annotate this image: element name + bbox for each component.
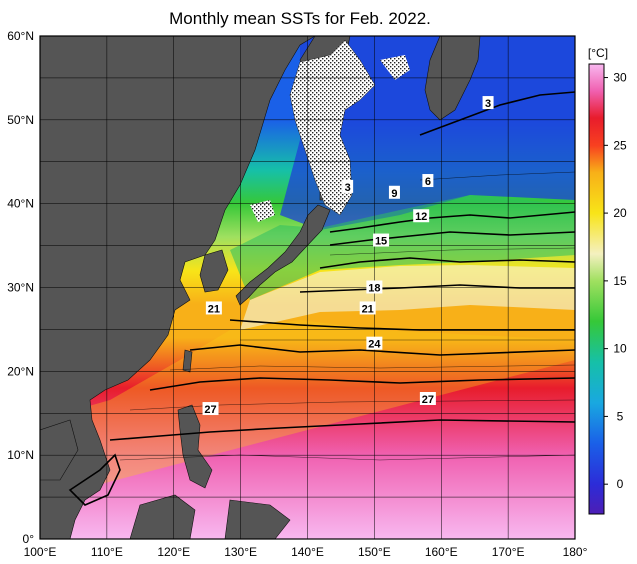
contour-labels: 3 3 6 9 12 15 18 21 21 24 27 27 <box>202 96 494 416</box>
contour-label-box <box>482 96 494 110</box>
contour-label-box <box>205 301 222 315</box>
contour-label-box <box>413 209 430 223</box>
contour-label: 27 <box>204 404 216 416</box>
contour-label-box <box>373 233 390 247</box>
contour-label-box <box>366 280 383 294</box>
longitude-tick-label: 150°E <box>358 545 391 559</box>
subtropical-front <box>240 265 575 330</box>
contour-label-box <box>202 402 219 416</box>
colorbar-tick-label: 20 <box>613 206 627 220</box>
contour-label-box <box>342 179 354 193</box>
contour-9 <box>329 231 575 246</box>
contour-label-box <box>419 391 436 405</box>
longitude-tick-label: 100°E <box>24 545 57 559</box>
map-title: Monthly mean SSTs for Feb. 2022. <box>169 9 431 28</box>
thin-contours <box>119 171 575 461</box>
sea-ice-tatar <box>250 200 275 222</box>
latitude-tick-label: 20°N <box>7 364 34 378</box>
contour-18 <box>229 319 575 331</box>
contour-label: 18 <box>368 283 380 295</box>
contour-label: 9 <box>391 188 397 200</box>
longitude-tick-label: 180° <box>563 545 588 559</box>
contour-label: 3 <box>345 182 351 194</box>
contours <box>68 91 575 506</box>
latitude-tick-label: 50°N <box>7 113 34 127</box>
colorbar-scale <box>588 63 605 515</box>
longitude-tick-label: 140°E <box>291 545 324 559</box>
contour-label-box <box>388 185 400 199</box>
colorbar-tick-label: 25 <box>613 138 627 152</box>
contour-label: 27 <box>422 394 434 406</box>
mid-latitude-band <box>230 195 575 300</box>
contour-12 <box>319 257 575 269</box>
latitude-ticks: 0° 10°N 20°N 30°N 40°N 50°N 60°N <box>7 29 34 546</box>
contour-label: 6 <box>425 176 431 188</box>
latitude-tick-label: 40°N <box>7 197 34 211</box>
colorbar-tick-label: 5 <box>617 409 624 423</box>
longitude-ticks: 100°E 110°E 120°E 130°E 140°E 150°E 160°E 170°E… <box>24 545 588 559</box>
sea-ice-okhotsk <box>289 39 376 216</box>
contour-label-box <box>366 336 383 350</box>
contour-27-west <box>68 453 121 506</box>
contour-label-box <box>422 174 434 188</box>
contour-label: 12 <box>415 211 427 223</box>
contour-label-box <box>359 301 376 315</box>
contour-15 <box>299 284 575 293</box>
colorbar: [°C] 30 25 20 15 10 5 0 <box>588 46 627 515</box>
contour-3-north <box>419 91 575 136</box>
longitude-tick-label: 120°E <box>157 545 190 559</box>
longitude-tick-label: 110°E <box>91 545 123 559</box>
longitude-tick-label: 130°E <box>224 545 257 559</box>
map-area: 3 3 6 9 12 15 18 21 21 24 27 27 <box>40 36 575 539</box>
longitude-tick-label: 170°E <box>492 545 525 559</box>
contour-label: 21 <box>208 303 220 315</box>
colorbar-unit: [°C] <box>588 46 608 60</box>
map-frame <box>39 35 576 540</box>
latitude-tick-label: 10°N <box>7 448 34 462</box>
latitude-tick-label: 60°N <box>7 29 34 43</box>
colorbar-tick-label: 0 <box>617 477 624 491</box>
latitude-tick-label: 0° <box>23 532 35 546</box>
sea-ice-north <box>380 55 410 80</box>
contour-3 <box>329 211 575 233</box>
longitude-tick-label: 160°E <box>425 545 458 559</box>
contour-label: 21 <box>362 303 374 315</box>
contour-label: 24 <box>368 339 381 351</box>
colorbar-ticks: 30 25 20 15 10 5 0 <box>604 71 627 491</box>
colorbar-tick-label: 15 <box>613 274 627 288</box>
contour-27 <box>109 419 575 441</box>
contour-label: 3 <box>485 98 491 110</box>
contour-24 <box>149 377 575 391</box>
contour-21 <box>189 344 575 356</box>
colorbar-tick-label: 30 <box>613 71 627 85</box>
contour-label: 15 <box>375 236 387 248</box>
graticule <box>40 36 575 539</box>
colorbar-tick-label: 10 <box>613 342 627 356</box>
latitude-tick-label: 30°N <box>7 281 34 295</box>
